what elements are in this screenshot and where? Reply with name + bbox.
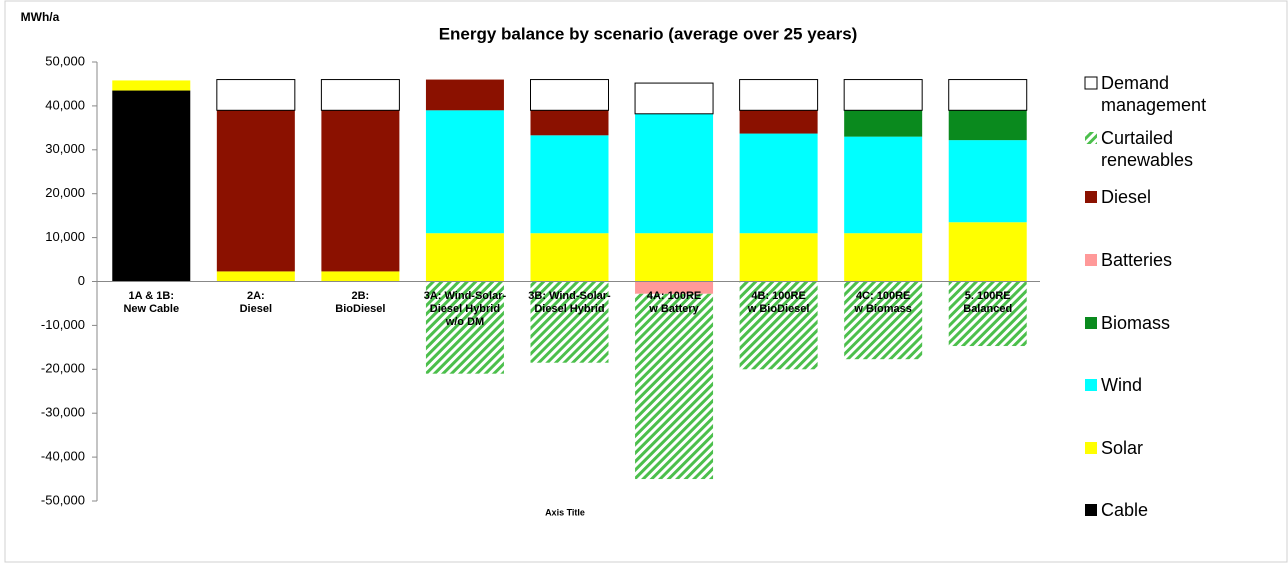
bar-segment <box>530 233 609 282</box>
x-tick-label: 2A: Diesel <box>239 289 273 315</box>
x-tick-label: 5. 100RE Balanced <box>963 289 1013 315</box>
bar-segment <box>530 110 609 136</box>
bar-segment <box>844 136 923 234</box>
legend-swatch <box>1085 317 1097 329</box>
x-tick-label-box: 4B: 100RE w BioDiesel <box>747 289 810 315</box>
legend-label-box: Batteries <box>1101 250 1173 270</box>
legend-label-box: Solar <box>1101 438 1144 458</box>
bar-segment <box>739 133 818 234</box>
bar-segment <box>739 233 818 282</box>
y-tick-label: 10,000 <box>45 229 85 244</box>
bar-segment <box>112 80 191 91</box>
legend-label-box: Cable <box>1101 500 1149 520</box>
bar-segment <box>425 110 504 234</box>
x-tick-label-box: 5. 100RE Balanced <box>963 289 1013 315</box>
bar-segment <box>425 281 504 374</box>
bar-segment <box>739 110 818 134</box>
legend-label: Batteries <box>1101 250 1173 270</box>
x-tick-label: 1A & 1B: New Cable <box>123 289 180 315</box>
bar-segment <box>843 79 923 111</box>
bar-segment <box>634 82 714 115</box>
y-tick-label: -40,000 <box>41 449 85 464</box>
x-tick-label: 3A: Wind-Solar- Diesel Hybrid w/o DM <box>423 289 507 328</box>
legend-label: Biomass <box>1101 313 1171 333</box>
bar-segment <box>635 293 714 480</box>
bar-segment <box>530 79 609 111</box>
legend-swatch <box>1085 254 1097 266</box>
bar-segment <box>844 110 923 137</box>
x-tick-label-box: 3B: Wind-Solar- Diesel Hybrid <box>528 289 611 315</box>
bar-segment <box>948 281 1027 347</box>
x-tick-label-box: 2B: BioDiesel <box>335 289 386 315</box>
legend-label-box: Biomass <box>1101 313 1171 333</box>
bar-segment <box>530 281 609 363</box>
y-tick-label: -10,000 <box>41 317 85 332</box>
bar-segment <box>216 110 295 272</box>
bar-segment <box>216 79 296 111</box>
legend-swatch <box>1085 379 1097 391</box>
legend-label: Diesel <box>1101 187 1152 207</box>
legend-label-box: Curtailed renewables <box>1101 128 1194 170</box>
legend-label-box: Wind <box>1101 375 1143 395</box>
legend-swatch <box>1084 76 1098 90</box>
bar-segment <box>321 271 400 282</box>
legend-label-box: Demand management <box>1101 73 1207 115</box>
x-tick-label-box: 3A: Wind-Solar- Diesel Hybrid w/o DM <box>423 289 507 328</box>
x-tick-label: 4B: 100RE w BioDiesel <box>747 289 810 315</box>
legend-swatch <box>1085 191 1097 203</box>
legend-label: Wind <box>1101 375 1143 395</box>
legend-swatch <box>1085 132 1097 144</box>
bar-segment <box>216 271 295 282</box>
x-tick-label-box: 4C: 100RE w Biomass <box>854 289 912 315</box>
y-tick-label: -50,000 <box>41 492 85 507</box>
legend-label: Cable <box>1101 500 1149 520</box>
bar-segment <box>948 140 1027 223</box>
y-tick-label: -20,000 <box>41 361 85 376</box>
y-tick-label: -30,000 <box>41 405 85 420</box>
legend-label: Demand management <box>1101 73 1207 115</box>
legend-label: Curtailed renewables <box>1101 128 1194 170</box>
bar-segment <box>948 222 1027 282</box>
y-tick-label: 40,000 <box>45 97 85 112</box>
y-tick-label: 50,000 <box>45 53 85 68</box>
bar-segment <box>635 281 714 294</box>
x-tick-label: 2B: BioDiesel <box>335 289 386 315</box>
y-tick-label: 0 <box>78 273 85 288</box>
x-tick-label-box: 4A: 100RE w Battery <box>646 289 702 315</box>
bar-segment <box>530 135 609 234</box>
bar-segment <box>948 79 1028 111</box>
x-axis-label: Axis Title <box>545 507 585 517</box>
legend-label-box: Diesel <box>1101 187 1152 207</box>
bar-segment <box>425 79 504 111</box>
bar-segment <box>739 281 818 370</box>
bar-segment <box>635 113 714 234</box>
bar-segment <box>635 233 714 282</box>
bar-segment <box>425 233 504 282</box>
bar-segment <box>739 79 819 111</box>
bar-segment <box>320 79 400 111</box>
chart-title: Energy balance by scenario (average over… <box>439 24 858 43</box>
bar-segment <box>112 90 191 282</box>
x-tick-label-box: 2A: Diesel <box>239 289 273 315</box>
legend-label: Solar <box>1101 438 1144 458</box>
bar-segment <box>948 110 1027 141</box>
bar-segment <box>844 281 923 360</box>
x-tick-label-box: 1A & 1B: New Cable <box>123 289 180 315</box>
legend-swatch <box>1085 504 1097 516</box>
x-tick-label: 4C: 100RE w Biomass <box>854 289 912 315</box>
y-tick-label: 20,000 <box>45 185 85 200</box>
bar-segment <box>844 233 923 282</box>
legend-swatch <box>1085 442 1097 454</box>
chart-frame <box>4 0 1288 563</box>
y-tick-label: 30,000 <box>45 141 85 156</box>
y-axis-label: MWh/a <box>21 10 60 24</box>
x-tick-label: 3B: Wind-Solar- Diesel Hybrid <box>528 289 611 315</box>
bar-segment <box>321 110 400 272</box>
x-tick-label: 4A: 100RE w Battery <box>646 289 702 315</box>
